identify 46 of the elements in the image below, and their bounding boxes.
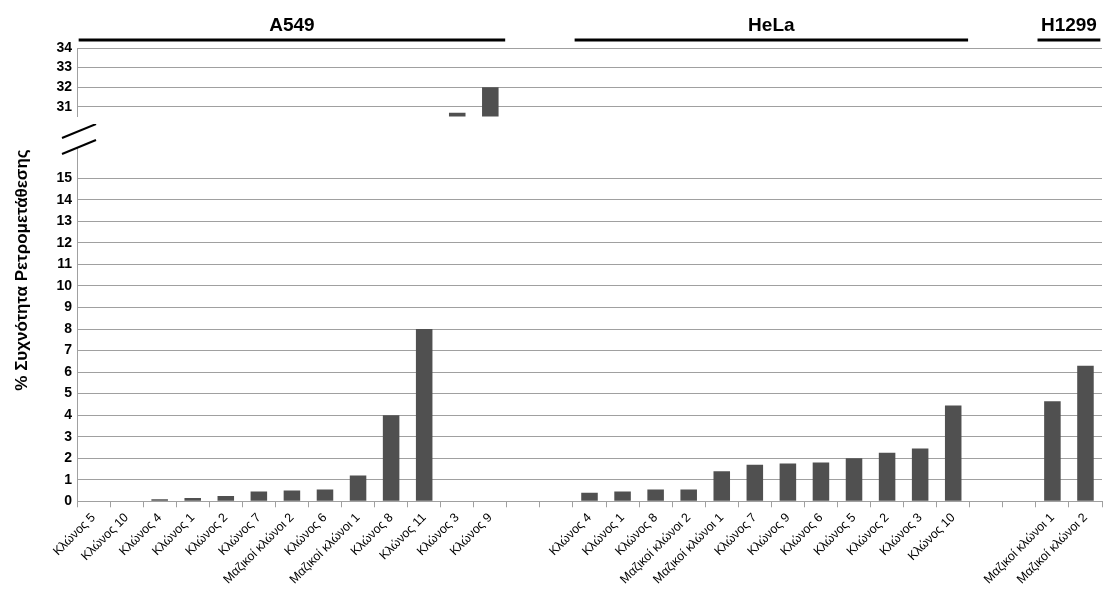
bar [316,489,334,501]
y-tick-label: 12 [56,233,73,250]
y-tick-label: 1 [64,470,73,487]
bar [614,491,631,501]
y-tick-label: 34 [56,38,73,55]
y-tick-label: 7 [64,341,73,358]
y-tick-label: 14 [56,190,73,207]
bar [779,463,797,501]
bar [746,464,764,501]
y-tick-label: 13 [56,212,73,229]
bar [647,489,664,501]
text: A549 [269,13,315,35]
bar [1044,401,1061,501]
y-tick-label: 32 [56,78,73,95]
bar [349,475,367,501]
y-tick-label: 4 [64,406,73,423]
bar [217,495,235,501]
bar [283,490,301,501]
bar [878,452,896,501]
y-tick-label: 2 [64,449,73,466]
y-tick-label: 8 [64,319,73,336]
bar [911,448,929,501]
bar [415,329,433,501]
y-tick-label: 11 [57,255,73,272]
bar [812,462,830,501]
y-axis-title: % Συχνότητα Ρετρομετάθεσης [12,149,32,391]
y-tick-label: 0 [64,492,73,509]
text: H1299 [1040,13,1097,35]
y-tick-label: 5 [64,384,73,401]
y-tick-label: 31 [56,97,73,114]
bar [713,471,731,501]
y-tick-label: 6 [64,362,73,379]
text: HeLa [748,13,796,35]
bar [944,405,962,501]
y-tick-label: 9 [64,298,73,315]
y-tick-label: 33 [56,58,73,75]
y-tick-label: 3 [64,427,73,444]
bar [845,458,863,501]
bar [382,415,400,501]
bar [184,498,201,501]
bar [680,489,697,501]
bar [581,492,598,501]
bar [250,491,268,501]
y-tick-label: 10 [56,276,73,293]
bar [1077,365,1094,501]
y-tick-label: 15 [56,169,73,186]
